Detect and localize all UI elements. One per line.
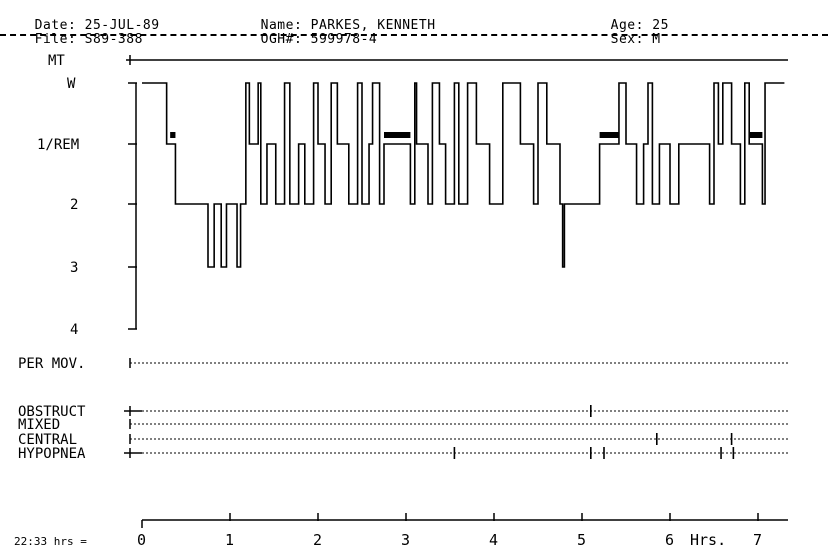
date-label: Date: (34, 18, 77, 33)
start-time-label: 22:33 hrs = (14, 535, 87, 548)
sex-value: M (652, 32, 661, 47)
header-ogh: OGH#: 599978-4 (244, 20, 377, 46)
date-value: 25-JUL-89 (84, 18, 160, 33)
channel-label: PER MOV. (18, 356, 85, 372)
stage-label: MT (48, 53, 65, 69)
stage-label: 1/REM (37, 137, 79, 153)
time-tick-label: 7 (753, 531, 762, 549)
file-value: S89-388 (84, 32, 143, 47)
stage-label: 4 (70, 322, 78, 338)
header-name: Name: PARKES, KENNETH (244, 6, 436, 32)
name-value: PARKES, KENNETH (310, 18, 436, 33)
header-age: Age: 25 (594, 6, 669, 32)
channel-label: OBSTRUCT (18, 404, 86, 420)
channel-label: MIXED (18, 417, 60, 433)
ogh-value: 599978-4 (310, 32, 378, 47)
ogh-label: OGH#: (260, 32, 303, 47)
file-label: File: (34, 32, 77, 47)
time-tick-label: 0 (137, 531, 146, 549)
channel-label: HYPOPNEA (18, 446, 86, 462)
time-tick-label: 4 (489, 531, 498, 549)
channel-label: CENTRAL (18, 432, 77, 448)
name-label: Name: (260, 18, 303, 33)
age-value: 25 (652, 18, 669, 33)
rem-period-bar (384, 132, 411, 138)
header-date: Date: 25-JUL-89 (18, 6, 160, 32)
stage-label: W (67, 76, 76, 92)
rem-period-bar (170, 132, 176, 138)
time-tick-label: 2 (313, 531, 322, 549)
sex-label: Sex: (610, 32, 644, 47)
rem-period-bar (749, 132, 763, 138)
stage-label: 2 (70, 197, 78, 213)
time-tick-label: 1 (225, 531, 234, 549)
rem-period-bar (599, 132, 619, 138)
stage-label: 3 (70, 260, 78, 276)
hypnogram-trace (142, 82, 785, 268)
time-tick-label: 3 (401, 531, 410, 549)
header-sex: Sex: M (594, 20, 661, 46)
time-tick-label: 6 (665, 531, 674, 549)
age-label: Age: (610, 18, 644, 33)
header-file: File: S89-388 (18, 20, 143, 46)
time-tick-label: 5 (577, 531, 586, 549)
time-axis-unit: Hrs. (690, 531, 726, 549)
header-separator (0, 34, 828, 36)
